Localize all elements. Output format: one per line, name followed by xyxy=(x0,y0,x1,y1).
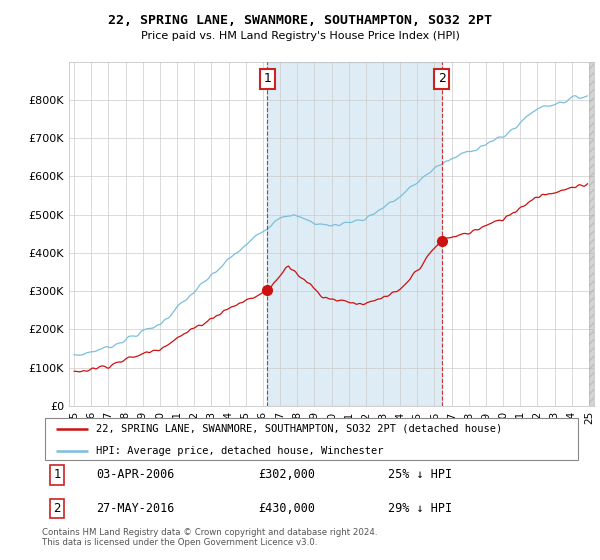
Text: £302,000: £302,000 xyxy=(258,468,315,481)
Text: 25% ↓ HPI: 25% ↓ HPI xyxy=(388,468,452,481)
Bar xyxy=(267,62,442,406)
Text: Contains HM Land Registry data © Crown copyright and database right 2024.
This d: Contains HM Land Registry data © Crown c… xyxy=(42,528,377,547)
Text: 27-MAY-2016: 27-MAY-2016 xyxy=(96,502,175,515)
Text: 1: 1 xyxy=(53,468,61,481)
Bar xyxy=(589,62,598,406)
Text: 22, SPRING LANE, SWANMORE, SOUTHAMPTON, SO32 2PT (detached house): 22, SPRING LANE, SWANMORE, SOUTHAMPTON, … xyxy=(96,424,502,434)
Text: 22, SPRING LANE, SWANMORE, SOUTHAMPTON, SO32 2PT: 22, SPRING LANE, SWANMORE, SOUTHAMPTON, … xyxy=(108,14,492,27)
FancyBboxPatch shape xyxy=(45,418,578,460)
Text: Price paid vs. HM Land Registry's House Price Index (HPI): Price paid vs. HM Land Registry's House … xyxy=(140,31,460,41)
Text: 2: 2 xyxy=(53,502,61,515)
Text: £430,000: £430,000 xyxy=(258,502,315,515)
Text: 2: 2 xyxy=(438,72,446,85)
Text: 03-APR-2006: 03-APR-2006 xyxy=(96,468,175,481)
Text: 29% ↓ HPI: 29% ↓ HPI xyxy=(388,502,452,515)
Text: HPI: Average price, detached house, Winchester: HPI: Average price, detached house, Winc… xyxy=(96,446,383,455)
Text: 1: 1 xyxy=(263,72,271,85)
